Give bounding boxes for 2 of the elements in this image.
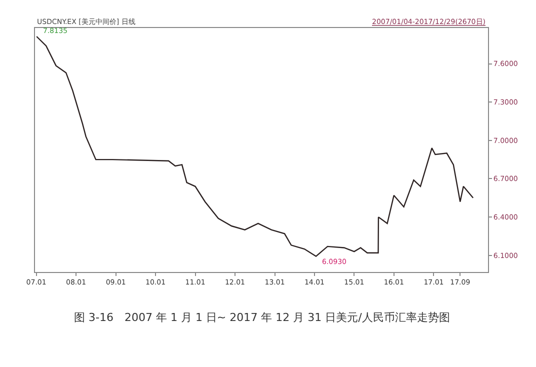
line-series	[36, 36, 474, 257]
caption: 图 3-16 2007 年 1 月 1 日~ 2017 年 12 月 31 日美元/人民币汇率走势图	[74, 311, 450, 324]
